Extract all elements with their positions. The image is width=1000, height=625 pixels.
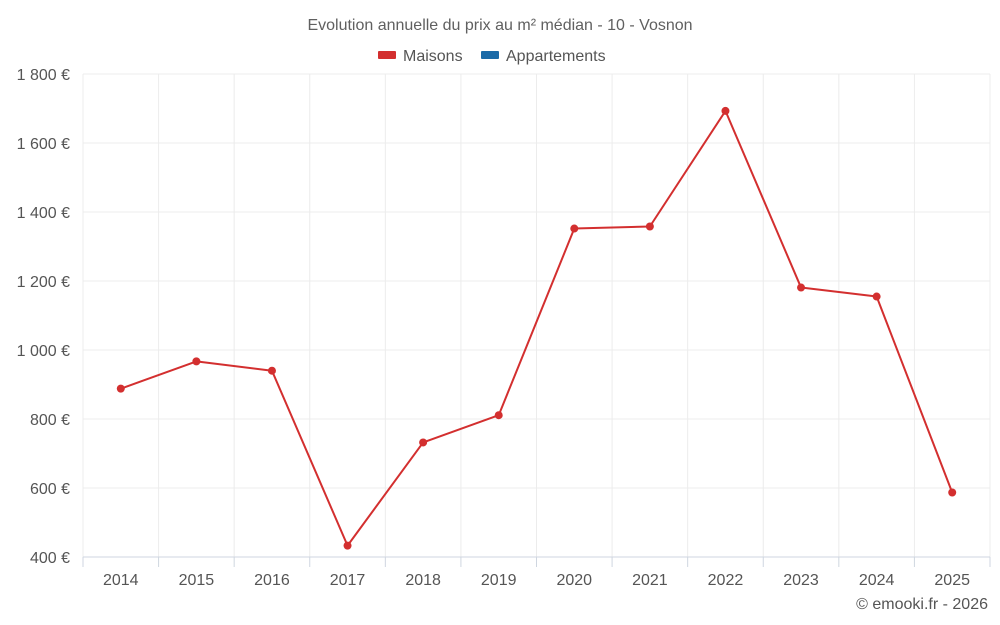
data-point[interactable] — [192, 357, 201, 366]
credit-text[interactable]: © emooki.fr - 2026 — [856, 596, 988, 613]
series-line-maisons — [119, 109, 954, 547]
chart-title: Evolution annuelle du prix au m² médian … — [307, 17, 692, 34]
x-tick-label: 2014 — [103, 572, 139, 589]
y-tick-label: 1 400 € — [17, 205, 70, 222]
x-tick-label: 2024 — [859, 572, 895, 589]
y-axis: 400 € 600 € 800 € 1 000 € 1 200 € 1 400 € 1 60… — [17, 67, 70, 567]
y-tick-label: 1 600 € — [17, 136, 70, 153]
data-point[interactable] — [872, 292, 881, 301]
x-tick-label: 2023 — [783, 572, 819, 589]
x-tick-label: 2025 — [934, 572, 970, 589]
data-point[interactable] — [948, 488, 957, 497]
y-tick-label: 1 200 € — [17, 274, 70, 291]
legend-label: Maisons — [403, 48, 463, 65]
data-point[interactable] — [116, 384, 125, 393]
x-tick-label: 2018 — [405, 572, 441, 589]
legend-item-maisons[interactable]: Maisons — [378, 48, 463, 65]
legend-label: Appartements — [506, 48, 606, 65]
series-layer — [116, 106, 957, 550]
x-tick-label: 2022 — [708, 572, 744, 589]
data-point[interactable] — [267, 366, 276, 375]
data-point[interactable] — [645, 222, 654, 231]
legend-swatch — [378, 51, 396, 59]
x-tick-label: 2015 — [179, 572, 215, 589]
data-point[interactable] — [797, 283, 806, 292]
y-tick-label: 800 € — [30, 412, 70, 429]
x-tick-label: 2017 — [330, 572, 366, 589]
y-tick-label: 1 000 € — [17, 343, 70, 360]
legend: Maisons Appartements — [378, 48, 606, 65]
legend-item-appartements[interactable]: Appartements — [481, 48, 606, 65]
x-tick-label: 2021 — [632, 572, 668, 589]
data-point[interactable] — [343, 541, 352, 550]
x-axis: 2014 2015 2016 2017 2018 2019 2020 2021 2022 2023… — [82, 556, 991, 589]
legend-swatch — [481, 51, 499, 59]
x-tick-label: 2019 — [481, 572, 517, 589]
y-tick-label: 600 € — [30, 481, 70, 498]
grid — [82, 73, 991, 557]
data-point[interactable] — [419, 438, 428, 447]
y-tick-label: 1 800 € — [17, 67, 70, 84]
data-point[interactable] — [494, 411, 503, 420]
data-point[interactable] — [570, 224, 579, 233]
x-tick-label: 2016 — [254, 572, 290, 589]
y-tick-label: 400 € — [30, 550, 70, 567]
x-tick-label: 2020 — [556, 572, 592, 589]
data-point[interactable] — [721, 106, 730, 115]
